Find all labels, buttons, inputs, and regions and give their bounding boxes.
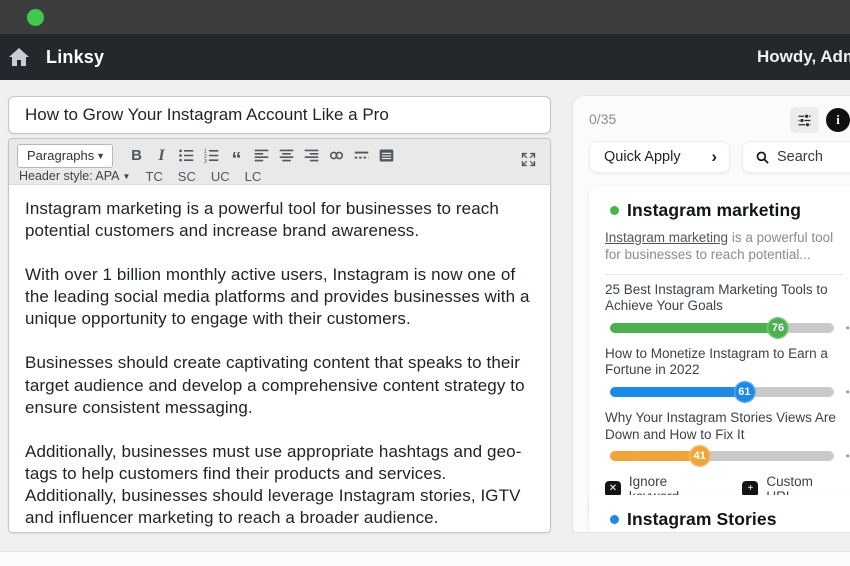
quick-apply-button[interactable]: Quick Apply › [589,141,730,173]
keyword-title: Instagram marketing [627,199,802,220]
link-icon[interactable] [325,144,348,168]
align-center-button[interactable] [275,144,298,168]
footer-strip [0,551,850,566]
close-icon: ✕ [605,481,621,498]
drag-dots-icon[interactable]: •• [846,385,850,399]
divider [605,273,843,275]
window-topbar [0,0,850,34]
paragraph[interactable]: Instagram marketing is a powerful tool f… [25,199,499,241]
plus-icon: + [742,481,759,498]
score-badge: 61 [733,380,756,403]
lowercase-button[interactable]: LC [244,168,262,184]
sentence-case-button[interactable]: SC [177,168,196,184]
post-title-input[interactable] [9,97,550,133]
uppercase-button[interactable]: UC [210,168,230,184]
bold-button[interactable]: B [131,147,142,164]
score-badge: 76 [767,316,790,339]
paragraph[interactable]: Businesses should create captivating con… [25,353,525,417]
blockquote-button[interactable]: “ [231,148,242,171]
keyword-title: Instagram Stories [627,508,777,529]
bulleted-list-button[interactable] [175,144,198,168]
links-counter: 0/35 [589,111,617,127]
keyword-card-instagram-stories: Instagram Stories Why Your Instagram Sto… [589,495,850,532]
suggestion-item[interactable]: Why Your Instagram Stories Views Are Dow… [605,410,850,468]
admin-bar: Linksy Howdy, Admin [0,34,850,80]
keyword-status-dot [610,514,619,524]
paragraph[interactable]: With over 1 billion monthly active users… [25,265,530,329]
read-more-button[interactable] [350,144,373,168]
score-badge: 41 [688,445,711,468]
align-right-button[interactable] [300,144,323,168]
editor-content[interactable]: Instagram marketing is a powerful tool f… [9,185,550,532]
drag-dots-icon[interactable]: •• [846,449,850,463]
title-case-button[interactable]: TC [145,168,163,184]
search-box [742,141,850,173]
record-dot-icon [27,9,44,26]
keyword-card-instagram-marketing: Instagram marketing Instagram marketing … [589,186,850,519]
svg-text:3: 3 [204,159,207,164]
keyword-panel: 0/35 i Quick Apply › Instagram marketing… [572,95,850,533]
search-input[interactable] [777,149,850,165]
relevance-bar[interactable]: 61 •• [605,380,850,403]
sliders-icon [798,113,811,127]
relevance-bar[interactable]: 76 •• [605,316,850,339]
chevron-down-icon: ▼ [96,150,105,161]
toolbar-toggle-button[interactable] [375,144,398,168]
chevron-right-icon: › [711,147,717,166]
paragraph[interactable]: Additionally, businesses must use approp… [25,441,522,528]
italic-button[interactable]: I [158,146,165,164]
search-icon [756,151,769,164]
suggestion-item[interactable]: How to Monetize Instagram to Earn a Fort… [605,346,850,403]
fullscreen-icon[interactable] [517,147,540,171]
info-icon[interactable]: i [826,108,850,132]
align-left-button[interactable] [250,144,273,168]
suggestion-item[interactable]: 25 Best Instagram Marketing Tools to Ach… [605,282,850,339]
post-title-box [8,96,551,134]
relevance-bar[interactable]: 41 •• [605,445,850,468]
home-icon[interactable] [8,47,30,67]
howdy-account-menu[interactable]: Howdy, Admin [757,47,850,66]
keyword-snippet: Instagram marketing is a powerful tool f… [605,230,834,263]
svg-text:1: 1 [204,149,207,155]
block-format-select[interactable]: Paragraphs ▼ [17,143,113,168]
filter-button[interactable] [790,107,819,133]
chevron-down-icon: ▼ [122,171,131,181]
svg-text:2: 2 [204,154,207,160]
keyword-status-dot [610,205,619,215]
header-style-select[interactable]: Header style: APA ▼ [19,169,131,183]
drag-dots-icon[interactable]: •• [846,321,850,335]
brand-linksy[interactable]: Linksy [46,47,105,67]
